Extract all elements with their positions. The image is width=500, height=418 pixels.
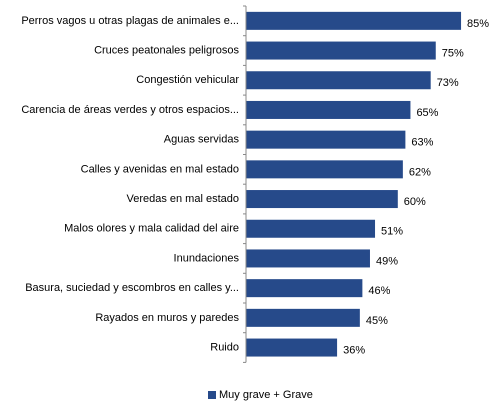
- bar: [246, 41, 436, 60]
- bar: [246, 308, 360, 327]
- category-label: Basura, suciedad y escombros en calles y…: [25, 282, 239, 294]
- bar: [246, 130, 406, 149]
- bar: [246, 100, 411, 119]
- bar: [246, 11, 462, 30]
- bar: [246, 338, 338, 357]
- category-label: Carencia de áreas verdes y otros espacio…: [21, 104, 239, 116]
- category-label: Perros vagos u otras plagas de animales …: [21, 15, 239, 27]
- category-label: Rayados en muros y paredes: [95, 312, 239, 324]
- value-label: 73%: [437, 77, 459, 89]
- category-label: Calles y avenidas en mal estado: [81, 163, 239, 175]
- bar: [246, 190, 398, 209]
- category-label: Inundaciones: [174, 252, 240, 264]
- bar: [246, 279, 363, 298]
- category-label: Ruido: [210, 341, 239, 353]
- value-label: 85%: [467, 18, 489, 30]
- category-label: Malos olores y mala calidad del aire: [64, 223, 239, 235]
- value-label: 63%: [411, 137, 433, 149]
- category-label: Aguas servidas: [164, 134, 240, 146]
- value-label: 65%: [416, 107, 438, 119]
- category-label: Cruces peatonales peligrosos: [94, 44, 239, 56]
- bar: [246, 71, 431, 90]
- value-label: 36%: [343, 344, 365, 356]
- value-label: 49%: [376, 255, 398, 267]
- category-label: Congestión vehicular: [136, 74, 239, 86]
- value-label: 62%: [409, 166, 431, 178]
- value-label: 75%: [442, 47, 464, 59]
- category-label: Veredas en mal estado: [126, 193, 239, 205]
- value-label: 60%: [404, 196, 426, 208]
- bar: [246, 249, 370, 268]
- bar: [246, 219, 376, 238]
- legend-label: Muy grave + Grave: [219, 389, 313, 401]
- value-label: 46%: [368, 285, 390, 297]
- legend-swatch: [208, 391, 216, 399]
- value-label: 51%: [381, 226, 403, 238]
- bar: [246, 160, 403, 179]
- value-label: 45%: [366, 315, 388, 327]
